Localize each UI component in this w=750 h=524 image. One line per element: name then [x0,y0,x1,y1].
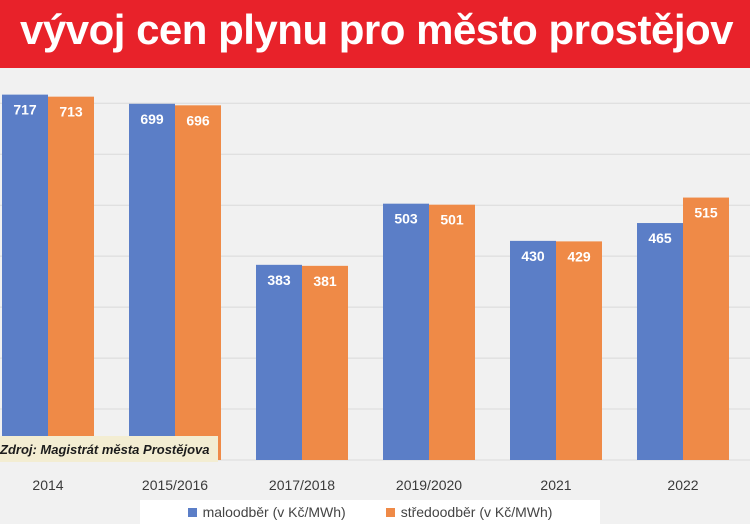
bar-series-2 [175,105,221,461]
bar-series-1 [2,94,48,460]
bar-series-1 [510,240,556,460]
x-tick-label: 2014 [32,477,63,493]
data-label: 699 [140,111,164,127]
chart-title: vývoj cen plynu pro město prostějov [20,6,734,53]
x-tick-label: 2019/2020 [396,477,462,493]
data-label: 430 [521,248,545,264]
data-label: 465 [648,230,672,246]
legend-swatch-series-2 [385,507,395,517]
bar-series-2 [683,197,729,460]
bar-series-2 [556,241,602,460]
data-label: 717 [13,102,37,118]
bar-series-2 [48,96,94,460]
legend-swatch-series-1 [187,507,197,517]
legend-label-series-2: středoodběr (v Kč/MWh) [400,504,553,520]
data-label: 501 [440,212,464,228]
legend: maloodběr (v Kč/MWh) středoodběr (v Kč/M… [140,500,600,524]
bar-series-1 [383,203,429,461]
x-tick-label: 2015/2016 [142,477,208,493]
data-label: 713 [59,104,83,120]
data-label: 381 [313,273,337,289]
x-tick-label: 2022 [667,477,698,493]
data-label: 515 [694,205,718,221]
bar-series-1 [637,223,683,460]
x-tick-label: 2017/2018 [269,477,335,493]
source-text: Zdroj: Magistrát města Prostějova [0,441,210,457]
legend-label-series-1: maloodběr (v Kč/MWh) [202,504,346,520]
data-label: 429 [567,248,591,264]
data-label: 503 [394,211,418,227]
legend-item-series-1: maloodběr (v Kč/MWh) [187,504,346,520]
x-tick-label: 2021 [540,477,571,493]
bar-series-1 [256,264,302,460]
bar-series-1 [129,103,175,461]
plot-area: 717 713 2014 699 696 2015/2016 383 381 2017/2018… [0,94,750,493]
title-banner: vývoj cen plynu pro město prostějov [0,0,750,68]
legend-item-series-2: středoodběr (v Kč/MWh) [385,504,553,520]
bar-series-2 [302,265,348,460]
data-label: 696 [186,112,210,128]
source-note: Zdroj: Magistrát města Prostějova [0,436,218,462]
data-label: 383 [267,272,291,288]
bar-series-2 [429,204,475,460]
